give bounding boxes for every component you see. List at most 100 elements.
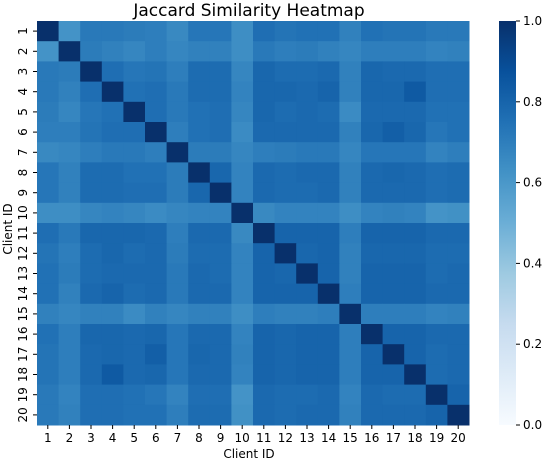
y-tick-label: 9 xyxy=(16,189,30,197)
heatmap-cell xyxy=(296,81,319,103)
heatmap-cell xyxy=(317,364,340,386)
heatmap-cell xyxy=(404,243,427,264)
y-tick-label: 2 xyxy=(16,47,30,55)
heatmap-cell xyxy=(80,162,103,184)
heatmap-cell xyxy=(58,41,81,62)
heatmap-cell xyxy=(253,344,276,365)
heatmap-cell xyxy=(37,61,60,83)
heatmap-cell xyxy=(231,162,254,184)
heatmap-cell xyxy=(123,182,146,204)
heatmap-cell xyxy=(404,162,427,184)
heatmap-cell xyxy=(37,364,60,386)
heatmap-cell xyxy=(404,324,427,345)
heatmap-cell xyxy=(209,364,232,386)
x-tick-label: 18 xyxy=(407,431,422,445)
heatmap-cell xyxy=(188,142,211,163)
heatmap-cell xyxy=(361,283,384,305)
heatmap-cell xyxy=(209,303,232,325)
heatmap-cell xyxy=(101,404,124,426)
heatmap-cell xyxy=(253,61,276,83)
heatmap-cell xyxy=(296,384,319,406)
heatmap-cell xyxy=(253,364,276,386)
heatmap-cell xyxy=(425,81,448,103)
heatmap-cell xyxy=(58,182,81,204)
heatmap-cell xyxy=(101,324,124,345)
heatmap-cell xyxy=(37,101,60,123)
heatmap-cell xyxy=(166,41,189,62)
heatmap-cell xyxy=(425,162,448,184)
heatmap-cell xyxy=(166,283,189,305)
heatmap-cell xyxy=(425,404,448,426)
heatmap-cell xyxy=(361,384,384,406)
heatmap-cell xyxy=(339,142,362,163)
heatmap-cell xyxy=(123,101,146,123)
heatmap-cell xyxy=(253,162,276,184)
y-tick-label: 7 xyxy=(16,148,30,156)
y-tick-label: 17 xyxy=(16,347,30,362)
heatmap-cell xyxy=(253,81,276,103)
heatmap-cell xyxy=(296,202,319,224)
heatmap-cell xyxy=(404,122,427,143)
heatmap-cell xyxy=(317,142,340,163)
heatmap-cell xyxy=(361,243,384,264)
heatmap-cell xyxy=(253,303,276,325)
heatmap-cell xyxy=(382,182,405,204)
heatmap-cell xyxy=(166,243,189,264)
heatmap-cell xyxy=(425,182,448,204)
heatmap-cell xyxy=(253,101,276,123)
heatmap-cell xyxy=(58,283,81,305)
heatmap-cell xyxy=(80,324,103,345)
heatmap-cell xyxy=(382,283,405,305)
heatmap-cell xyxy=(209,41,232,62)
heatmap-cell xyxy=(447,283,470,305)
heatmap-cell xyxy=(447,384,470,406)
heatmap-cell xyxy=(317,223,340,244)
y-tick-label: 15 xyxy=(16,306,30,321)
heatmap-cell xyxy=(274,81,297,103)
y-tick-label: 6 xyxy=(16,128,30,136)
y-tick-label: 20 xyxy=(16,407,30,422)
heatmap-cell xyxy=(231,21,254,42)
heatmap-cell xyxy=(317,384,340,406)
heatmap-cell xyxy=(166,162,189,184)
heatmap-cell xyxy=(80,384,103,406)
heatmap-cell xyxy=(253,404,276,426)
heatmap-cell xyxy=(296,162,319,184)
heatmap-cell xyxy=(101,81,124,103)
heatmap-cell xyxy=(37,384,60,406)
heatmap-cell xyxy=(296,122,319,143)
heatmap-cell xyxy=(447,101,470,123)
heatmap-cell xyxy=(274,162,297,184)
y-tick-label: 11 xyxy=(16,225,30,240)
heatmap-cell xyxy=(296,364,319,386)
heatmap-cell xyxy=(404,61,427,83)
heatmap-cell xyxy=(101,202,124,224)
heatmap-cell xyxy=(425,324,448,345)
x-tick-label: 4 xyxy=(109,431,117,445)
heatmap-cells xyxy=(37,21,470,426)
heatmap-cell xyxy=(209,81,232,103)
colorbar-tick-label: 0.2 xyxy=(523,337,542,351)
heatmap-cell xyxy=(339,263,362,285)
heatmap-cell xyxy=(382,324,405,345)
heatmap-cell xyxy=(166,101,189,123)
heatmap-cell xyxy=(37,404,60,426)
heatmap-cell xyxy=(166,182,189,204)
heatmap-cell xyxy=(209,243,232,264)
x-tick-label: 20 xyxy=(451,431,466,445)
heatmap-cell xyxy=(274,364,297,386)
heatmap-cell xyxy=(274,324,297,345)
heatmap-cell xyxy=(37,21,60,42)
heatmap-cell xyxy=(361,202,384,224)
x-tick-label: 1 xyxy=(44,431,52,445)
heatmap-cell xyxy=(101,243,124,264)
heatmap-cell xyxy=(382,21,405,42)
heatmap-cell xyxy=(231,81,254,103)
heatmap-cell xyxy=(166,303,189,325)
heatmap-cell xyxy=(80,142,103,163)
heatmap-cell xyxy=(188,202,211,224)
heatmap-cell xyxy=(145,364,168,386)
heatmap-cell xyxy=(296,182,319,204)
heatmap-cell xyxy=(145,122,168,143)
heatmap-cell xyxy=(58,61,81,83)
